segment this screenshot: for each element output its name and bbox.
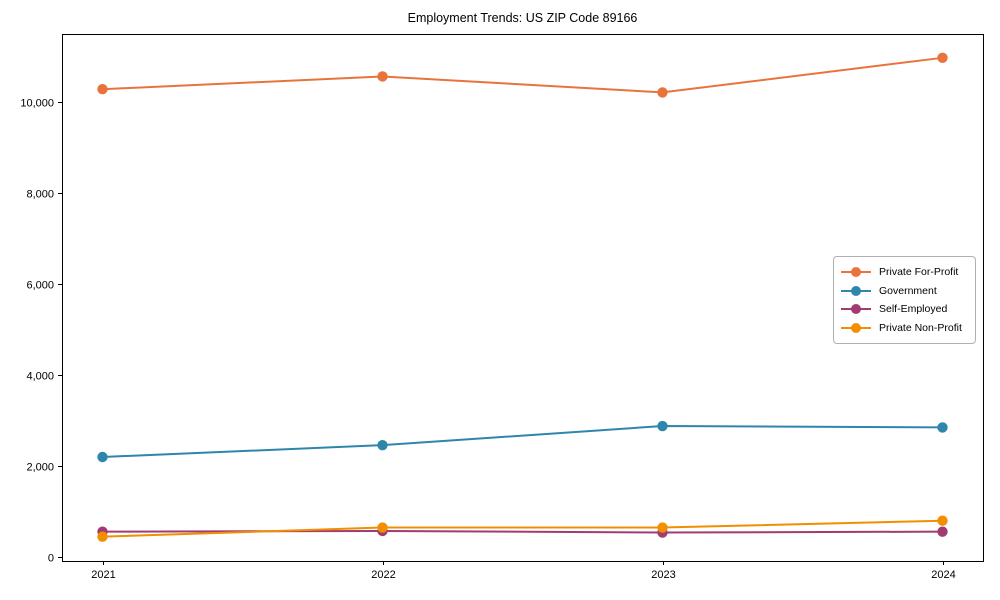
chart-title: Employment Trends: US ZIP Code 89166 [407, 11, 638, 25]
legend-marker-private-non-profit [841, 322, 871, 333]
x-tick-label: 2021 [91, 569, 115, 581]
series-line-private-non-profit [101, 519, 944, 538]
series-marker-private-for-profit [937, 52, 948, 64]
legend-item-private-for-profit: Private For-Profit [841, 266, 968, 278]
legend-dot-swatch [851, 304, 861, 315]
y-tick-label: 0 [48, 553, 54, 565]
series-marker-private-non-profit [377, 522, 388, 533]
series-marker-private-for-profit [657, 87, 668, 98]
x-tick-label: 2022 [371, 569, 395, 581]
series-marker-private-non-profit [657, 522, 668, 533]
legend-label: Private For-Profit [879, 266, 959, 279]
legend-label: Government [879, 284, 937, 297]
x-tick-label: 2024 [931, 569, 955, 581]
series-marker-government [937, 422, 948, 433]
legend-marker-government [841, 285, 871, 296]
y-tick-label: 10,000 [20, 98, 54, 110]
legend-item-government: Government [841, 285, 968, 297]
y-tick-label: 2,000 [26, 462, 54, 474]
legend-dot-swatch [851, 322, 861, 333]
legend-item-self-employed: Self-Employed [841, 303, 968, 315]
series-line-government [101, 425, 944, 458]
legend-label: Self-Employed [879, 303, 948, 316]
legend-dot-swatch [851, 285, 861, 296]
series-marker-private-non-profit [97, 531, 108, 542]
series-marker-private-non-profit [937, 515, 948, 526]
legend-label: Private Non-Profit [879, 321, 962, 334]
series-marker-government [657, 420, 668, 432]
legend-item-private-non-profit: Private Non-Profit [841, 322, 968, 334]
legend-marker-self-employed [841, 304, 871, 315]
legend-dot-swatch [851, 267, 861, 278]
axes-box [62, 34, 984, 562]
series-marker-private-for-profit [377, 71, 388, 82]
y-tick-label: 4,000 [26, 371, 54, 383]
series-marker-private-for-profit [97, 84, 108, 95]
series-marker-government [377, 439, 388, 451]
legend: Private For-Profit Government Self-Employe… [833, 256, 976, 344]
series-line-private-for-profit [101, 56, 944, 94]
x-tick-label: 2023 [651, 569, 675, 581]
legend-marker-private-for-profit [841, 267, 871, 278]
y-tick-label: 8,000 [26, 189, 54, 201]
series-marker-government [97, 451, 108, 463]
series-marker-self-employed [937, 526, 948, 537]
y-tick-label: 6,000 [26, 280, 54, 292]
